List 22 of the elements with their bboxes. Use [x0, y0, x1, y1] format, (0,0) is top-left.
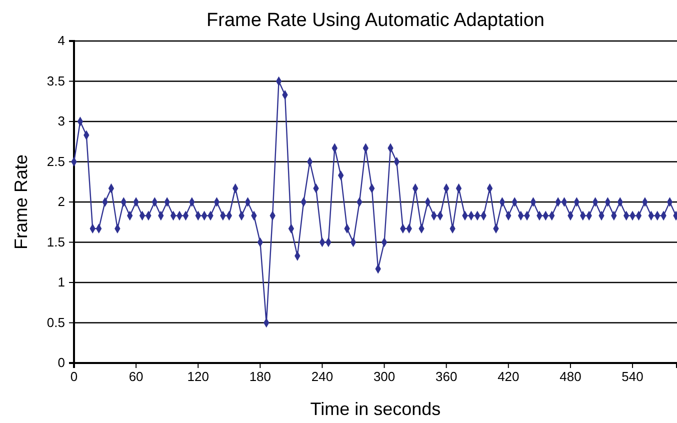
x-tick-label: 180: [249, 369, 272, 384]
y-tick-label: 2: [58, 194, 65, 210]
x-tick-label: 480: [560, 369, 582, 384]
y-tick-label: 4: [58, 33, 65, 48]
x-tick-label: 0: [70, 369, 78, 384]
y-tick-label: 1: [58, 274, 65, 290]
y-tick-label: 0.5: [46, 314, 65, 330]
x-tick-label: 120: [187, 369, 209, 384]
x-tick-label: 360: [436, 369, 458, 384]
y-axis-title: Frame Rate: [11, 154, 31, 250]
y-tick-label: 3.5: [46, 73, 65, 88]
x-tick-label: 300: [373, 369, 396, 384]
y-tick-label: 3: [58, 114, 65, 129]
y-tick-label: 0: [58, 355, 65, 370]
chart-title: Frame Rate Using Automatic Adaptation: [206, 10, 544, 31]
x-tick-label: 60: [128, 369, 144, 384]
y-tick-label: 2.5: [46, 154, 65, 169]
x-tick-label: 420: [498, 369, 520, 384]
y-tick-label: 1.5: [46, 234, 65, 250]
x-tick-label: 240: [311, 369, 334, 384]
x-tick-label: 540: [622, 369, 644, 384]
x-axis-title: Time in seconds: [310, 399, 441, 419]
